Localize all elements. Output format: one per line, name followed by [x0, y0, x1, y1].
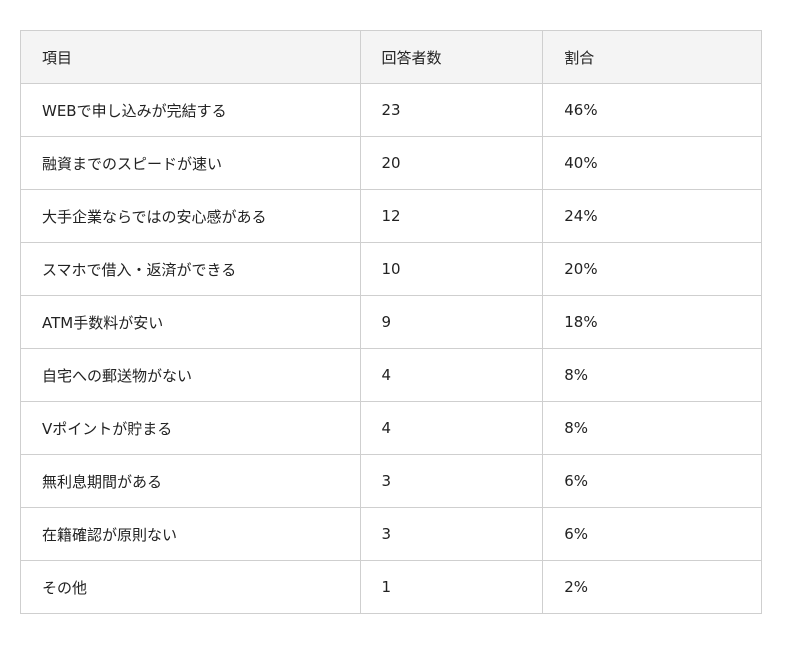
cell-ratio: 18% — [542, 295, 762, 349]
cell-item: 在籍確認が原則ない — [20, 507, 361, 561]
cell-respondents: 1 — [359, 560, 544, 614]
cell-respondents: 3 — [359, 507, 544, 561]
table-row: 無利息期間がある 3 6% — [20, 454, 762, 508]
table-row: 在籍確認が原則ない 3 6% — [20, 507, 762, 561]
cell-item: その他 — [20, 560, 361, 614]
cell-respondents: 3 — [359, 454, 544, 508]
table-row: スマホで借入・返済ができる 10 20% — [20, 242, 762, 296]
cell-ratio: 8% — [542, 348, 762, 402]
table-row: WEBで申し込みが完結する 23 46% — [20, 83, 762, 137]
cell-respondents: 4 — [359, 401, 544, 455]
cell-ratio: 8% — [542, 401, 762, 455]
cell-ratio: 2% — [542, 560, 762, 614]
header-ratio: 割合 — [542, 30, 762, 84]
cell-ratio: 6% — [542, 454, 762, 508]
table-row: 自宅への郵送物がない 4 8% — [20, 348, 762, 402]
cell-ratio: 20% — [542, 242, 762, 296]
cell-respondents: 9 — [359, 295, 544, 349]
table-row: 大手企業ならではの安心感がある 12 24% — [20, 189, 762, 243]
cell-ratio: 6% — [542, 507, 762, 561]
header-item: 項目 — [20, 30, 361, 84]
cell-ratio: 46% — [542, 83, 762, 137]
header-row: 項目 回答者数 割合 — [20, 30, 762, 84]
table-row: その他 1 2% — [20, 560, 762, 614]
cell-item: スマホで借入・返済ができる — [20, 242, 361, 296]
cell-respondents: 23 — [359, 83, 544, 137]
survey-results-table: 項目 回答者数 割合 WEBで申し込みが完結する 23 46% 融資までのスピードが速… — [20, 30, 762, 614]
cell-item: 無利息期間がある — [20, 454, 361, 508]
cell-respondents: 10 — [359, 242, 544, 296]
cell-item: WEBで申し込みが完結する — [20, 83, 361, 137]
cell-item: 大手企業ならではの安心感がある — [20, 189, 361, 243]
cell-item: ATM手数料が安い — [20, 295, 361, 349]
table-row: Vポイントが貯まる 4 8% — [20, 401, 762, 455]
cell-respondents: 20 — [359, 136, 544, 190]
cell-ratio: 40% — [542, 136, 762, 190]
header-respondents: 回答者数 — [359, 30, 544, 84]
cell-ratio: 24% — [542, 189, 762, 243]
cell-respondents: 12 — [359, 189, 544, 243]
cell-item: Vポイントが貯まる — [20, 401, 361, 455]
cell-item: 自宅への郵送物がない — [20, 348, 361, 402]
cell-item: 融資までのスピードが速い — [20, 136, 361, 190]
table-row: 融資までのスピードが速い 20 40% — [20, 136, 762, 190]
table-row: ATM手数料が安い 9 18% — [20, 295, 762, 349]
cell-respondents: 4 — [359, 348, 544, 402]
